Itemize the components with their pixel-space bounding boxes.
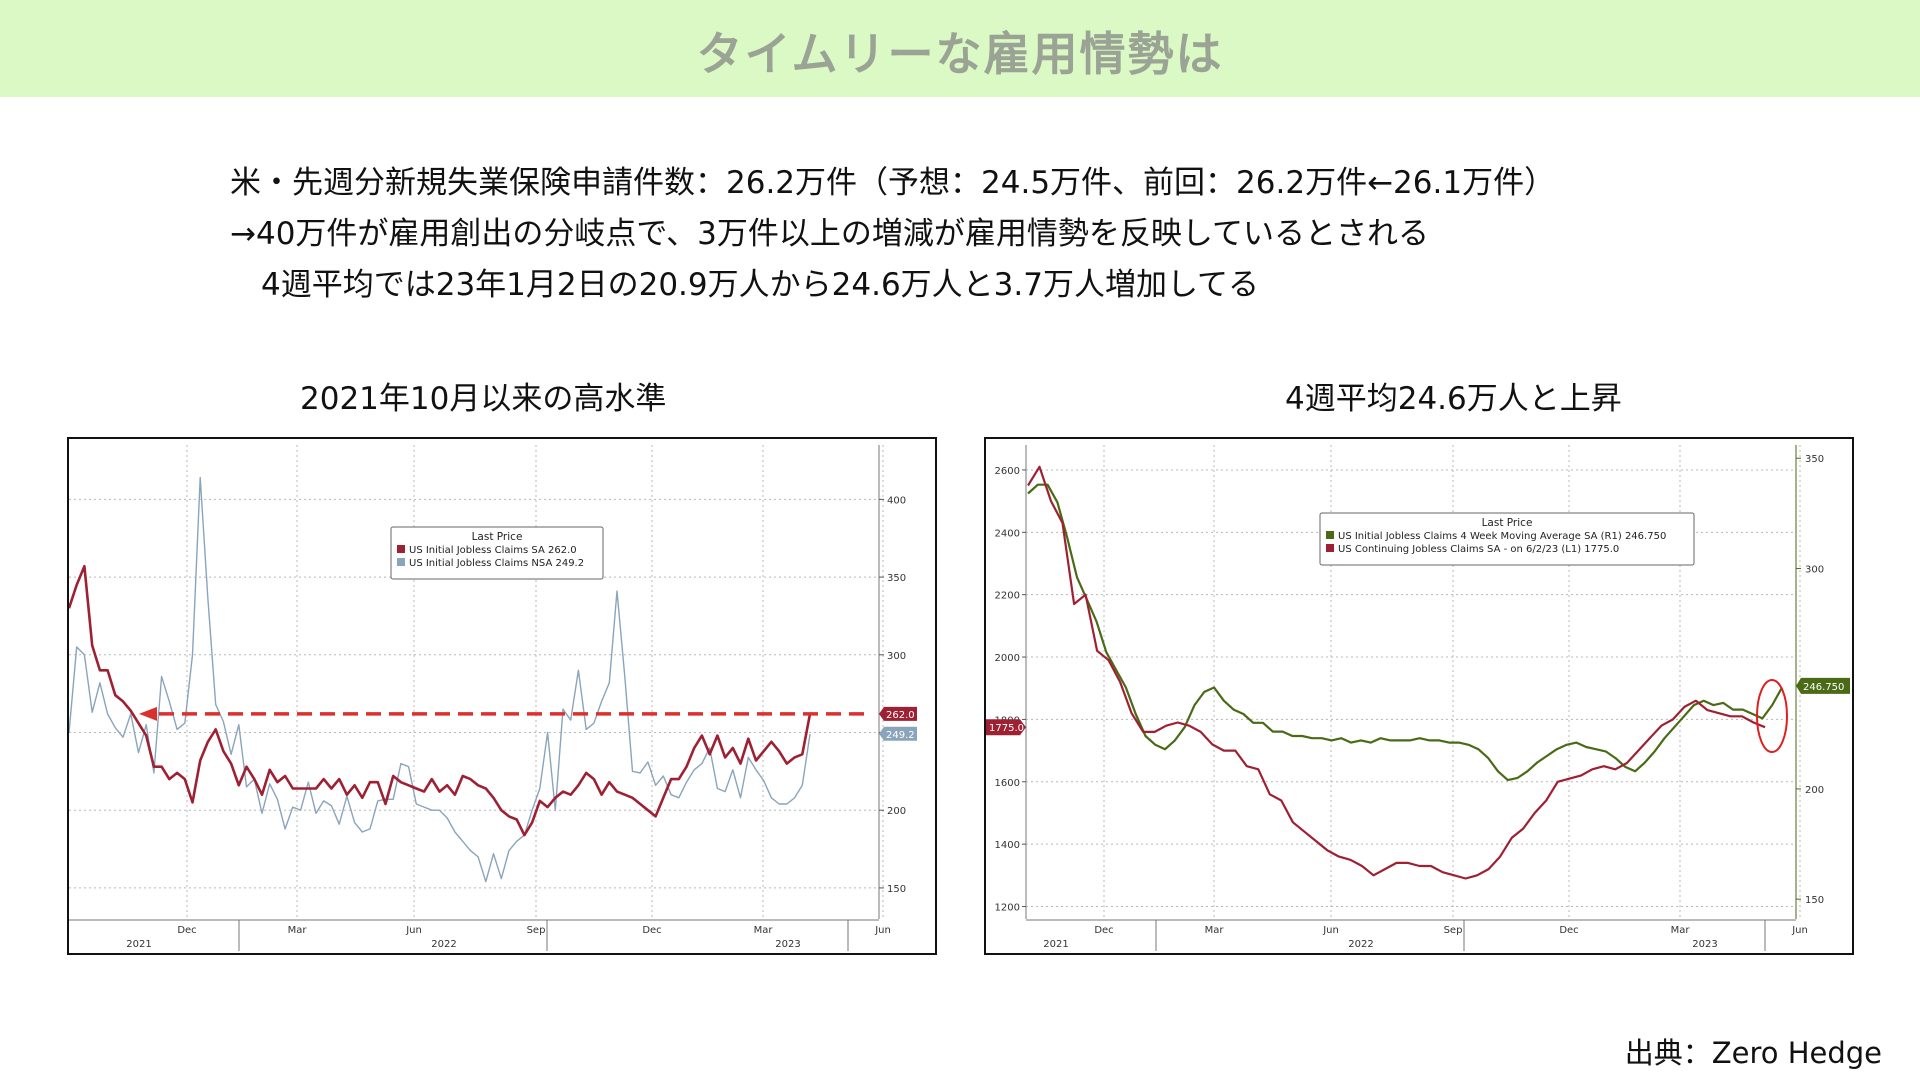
highlight-circle bbox=[1756, 679, 1788, 753]
series-sa-line bbox=[69, 564, 812, 837]
series-4wk-avg-line bbox=[1027, 483, 1783, 782]
x-tick-label: Jun bbox=[405, 925, 422, 936]
year-label: 2021 bbox=[126, 939, 151, 950]
legend-heading: Last Price bbox=[1482, 517, 1533, 529]
y-right-tick-label: 150 bbox=[1805, 895, 1824, 906]
y-right-tick-label: 350 bbox=[1805, 454, 1824, 465]
series-continuing-line bbox=[1027, 465, 1766, 880]
x-tick-label: Mar bbox=[754, 925, 774, 936]
summary-text: 米・先週分新規失業保険申請件数：26.2万件（予想：24.5万件、前回：26.2… bbox=[230, 158, 1730, 311]
summary-line-1: 米・先週分新規失業保険申請件数：26.2万件（予想：24.5万件、前回：26.2… bbox=[230, 165, 1556, 201]
y-left-tick-label: 2600 bbox=[995, 466, 1020, 477]
x-tick-label: Dec bbox=[1559, 925, 1578, 936]
x-tick-label: Dec bbox=[1094, 925, 1113, 936]
y-right-tick-label: 300 bbox=[1805, 564, 1824, 575]
x-tick-label: Mar bbox=[1671, 925, 1691, 936]
legend-entry: US Initial Jobless Claims SA 262.0 bbox=[409, 545, 577, 556]
summary-line-2: →40万件が雇用創出の分岐点で、3万件以上の増減が雇用情勢を反映しているとされる bbox=[230, 216, 1429, 252]
legend-heading: Last Price bbox=[472, 531, 523, 543]
chart2-svg: Dec Mar Jun Sep Dec Mar Jun 2021 2022 2023 1200 140… bbox=[986, 445, 1850, 951]
year-label: 2021 bbox=[1043, 939, 1068, 950]
y-tick-label: 400 bbox=[887, 495, 906, 506]
chart1-title: 2021年10月以来の高水準 bbox=[300, 381, 667, 417]
y-tick-label: 150 bbox=[887, 884, 906, 895]
y-left-tick-label: 2400 bbox=[995, 528, 1020, 539]
x-tick-label: Sep bbox=[527, 925, 546, 936]
y-tick-label: 350 bbox=[887, 573, 906, 584]
last-price-tag-4wk-avg-bg bbox=[1796, 677, 1850, 694]
y-left-tick-label: 1200 bbox=[995, 903, 1020, 914]
arrow-head bbox=[139, 706, 157, 721]
legend-entry: US Initial Jobless Claims NSA 249.2 bbox=[409, 558, 584, 569]
summary-line-3: 4週平均では23年1月2日の20.9万人から24.6万人と3.7万人増加してる bbox=[230, 267, 1260, 303]
title-banner: タイムリーな雇用情勢は bbox=[0, 0, 1920, 97]
y-left-tick-label: 2000 bbox=[995, 653, 1020, 664]
year-label: 2023 bbox=[1692, 939, 1717, 950]
last-price-tag-nsa: 249.2 bbox=[886, 730, 915, 741]
y-left-tick-label: 2200 bbox=[995, 591, 1020, 602]
legend-swatch bbox=[1326, 531, 1334, 539]
y-tick-label: 300 bbox=[887, 651, 906, 662]
x-tick-label: Sep bbox=[1444, 925, 1463, 936]
chart2-title: 4週平均24.6万人と上昇 bbox=[1285, 381, 1622, 417]
page-title: タイムリーな雇用情勢は bbox=[696, 27, 1224, 81]
last-price-tag-sa-bg bbox=[879, 706, 917, 721]
last-price-tag-continuing: 1775.0 bbox=[989, 723, 1024, 734]
y-tick-label: 200 bbox=[887, 806, 906, 817]
last-price-tag-nsa-bg bbox=[879, 726, 917, 741]
legend-swatch bbox=[1326, 544, 1334, 552]
legend-box bbox=[1319, 512, 1695, 566]
y-left-tick-label: 1400 bbox=[995, 840, 1020, 851]
chart1-panel: Dec Mar Jun Sep Dec Mar Jun 2021 2022 2023 150 200 3… bbox=[67, 437, 937, 955]
x-tick-label: Dec bbox=[642, 925, 661, 936]
y-left-tick-label: 1600 bbox=[995, 778, 1020, 789]
legend-box bbox=[390, 526, 604, 580]
x-tick-label: Mar bbox=[288, 925, 308, 936]
legend-swatch bbox=[397, 545, 405, 553]
last-price-tag-continuing-bg bbox=[986, 719, 1026, 736]
x-tick-label: Dec bbox=[177, 925, 196, 936]
year-label: 2022 bbox=[1348, 939, 1373, 950]
chart1-svg: Dec Mar Jun Sep Dec Mar Jun 2021 2022 2023 150 200 3… bbox=[69, 445, 917, 951]
x-tick-label: Mar bbox=[1205, 925, 1225, 936]
series-nsa-line bbox=[69, 476, 811, 883]
x-tick-label: Jun bbox=[874, 925, 891, 936]
legend-entry: US Initial Jobless Claims 4 Week Moving … bbox=[1338, 531, 1666, 542]
x-tick-label: Jun bbox=[1322, 925, 1339, 936]
chart2-panel: Dec Mar Jun Sep Dec Mar Jun 2021 2022 2023 1200 140… bbox=[984, 437, 1854, 955]
legend-swatch bbox=[397, 558, 405, 566]
last-price-tag-sa: 262.0 bbox=[886, 710, 915, 721]
year-label: 2023 bbox=[775, 939, 800, 950]
x-tick-label: Jun bbox=[1791, 925, 1808, 936]
legend-entry: US Continuing Jobless Claims SA - on 6/2… bbox=[1338, 544, 1619, 555]
source-credit: 出典：Zero Hedge bbox=[1624, 1036, 1882, 1070]
y-right-tick-label: 200 bbox=[1805, 785, 1824, 796]
year-label: 2022 bbox=[431, 939, 456, 950]
last-price-tag-4wk-avg: 246.750 bbox=[1803, 682, 1844, 693]
